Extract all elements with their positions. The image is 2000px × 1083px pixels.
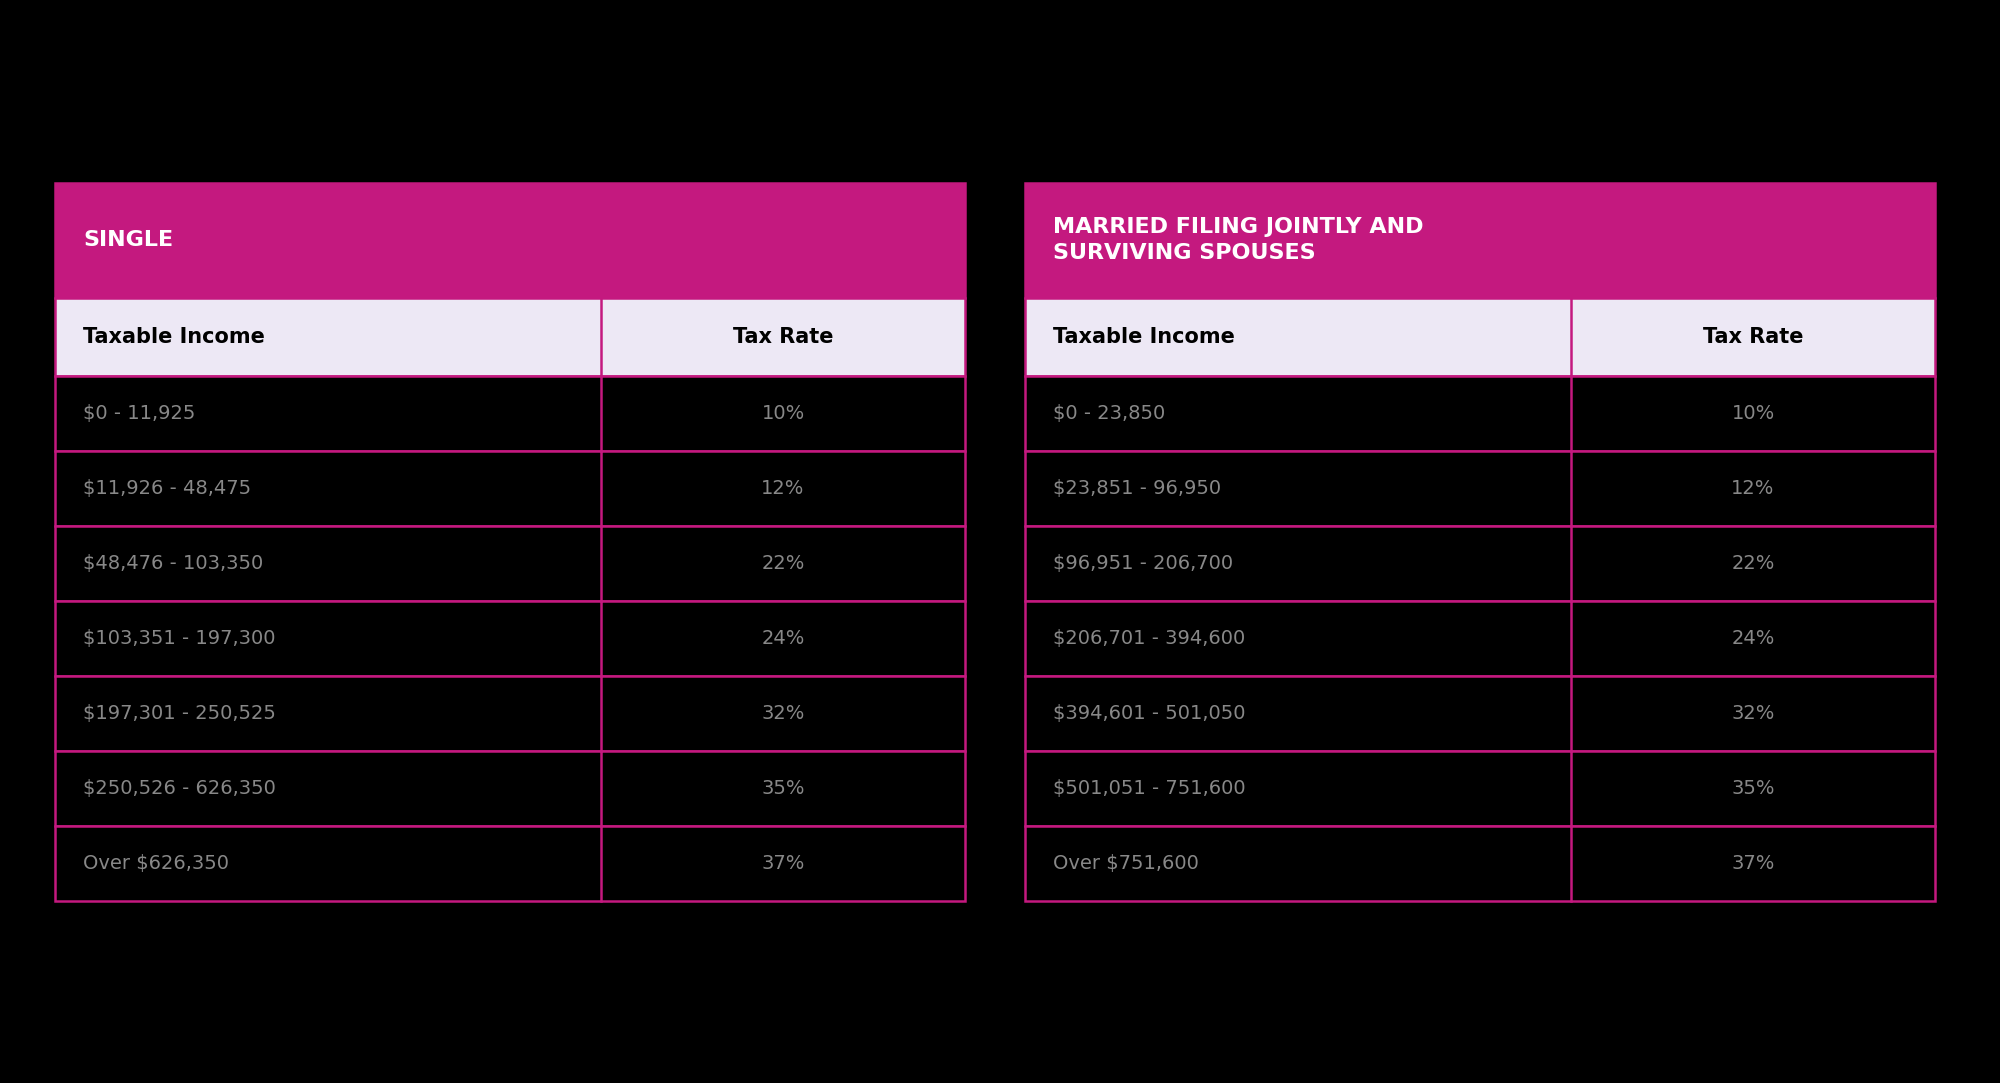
FancyBboxPatch shape <box>1024 676 1936 751</box>
FancyBboxPatch shape <box>1024 600 1936 676</box>
FancyBboxPatch shape <box>56 183 964 298</box>
Text: Taxable Income: Taxable Income <box>84 326 264 347</box>
Text: 37%: 37% <box>1732 853 1774 873</box>
Text: Taxable Income: Taxable Income <box>1052 326 1234 347</box>
FancyBboxPatch shape <box>56 600 964 676</box>
Text: 35%: 35% <box>762 779 804 797</box>
Text: 37%: 37% <box>762 853 804 873</box>
Text: $0 - 11,925: $0 - 11,925 <box>84 404 196 422</box>
Text: $48,476 - 103,350: $48,476 - 103,350 <box>84 553 264 573</box>
Text: 10%: 10% <box>1732 404 1774 422</box>
Text: $23,851 - 96,950: $23,851 - 96,950 <box>1052 479 1222 497</box>
FancyBboxPatch shape <box>56 298 964 376</box>
Text: 22%: 22% <box>1732 553 1774 573</box>
Text: MARRIED FILING JOINTLY AND
SURVIVING SPOUSES: MARRIED FILING JOINTLY AND SURVIVING SPO… <box>1052 218 1424 263</box>
FancyBboxPatch shape <box>56 825 964 900</box>
Text: Tax Rate: Tax Rate <box>1702 326 1804 347</box>
Text: $11,926 - 48,475: $11,926 - 48,475 <box>84 479 252 497</box>
Text: 32%: 32% <box>1732 704 1774 722</box>
FancyBboxPatch shape <box>56 451 964 525</box>
FancyBboxPatch shape <box>1024 376 1936 451</box>
FancyBboxPatch shape <box>56 751 964 825</box>
Text: Over $751,600: Over $751,600 <box>1052 853 1198 873</box>
Text: 22%: 22% <box>762 553 804 573</box>
FancyBboxPatch shape <box>56 376 964 451</box>
FancyBboxPatch shape <box>1024 183 1936 298</box>
Text: Tax Rate: Tax Rate <box>732 326 834 347</box>
Text: $197,301 - 250,525: $197,301 - 250,525 <box>84 704 276 722</box>
Text: $0 - 23,850: $0 - 23,850 <box>1052 404 1166 422</box>
Text: 12%: 12% <box>1732 479 1774 497</box>
Text: $250,526 - 626,350: $250,526 - 626,350 <box>84 779 276 797</box>
Text: $394,601 - 501,050: $394,601 - 501,050 <box>1052 704 1246 722</box>
Text: Over $626,350: Over $626,350 <box>84 853 228 873</box>
FancyBboxPatch shape <box>1024 451 1936 525</box>
Text: 10%: 10% <box>762 404 804 422</box>
FancyBboxPatch shape <box>56 525 964 600</box>
Text: $103,351 - 197,300: $103,351 - 197,300 <box>84 628 276 648</box>
Text: 32%: 32% <box>762 704 804 722</box>
Text: $206,701 - 394,600: $206,701 - 394,600 <box>1052 628 1246 648</box>
Text: SINGLE: SINGLE <box>84 230 174 250</box>
Text: 24%: 24% <box>762 628 804 648</box>
FancyBboxPatch shape <box>1024 751 1936 825</box>
Text: 35%: 35% <box>1732 779 1774 797</box>
Text: 24%: 24% <box>1732 628 1774 648</box>
Text: $96,951 - 206,700: $96,951 - 206,700 <box>1052 553 1234 573</box>
FancyBboxPatch shape <box>1024 298 1936 376</box>
FancyBboxPatch shape <box>1024 825 1936 900</box>
FancyBboxPatch shape <box>56 676 964 751</box>
Text: 12%: 12% <box>762 479 804 497</box>
Text: $501,051 - 751,600: $501,051 - 751,600 <box>1052 779 1246 797</box>
FancyBboxPatch shape <box>1024 525 1936 600</box>
